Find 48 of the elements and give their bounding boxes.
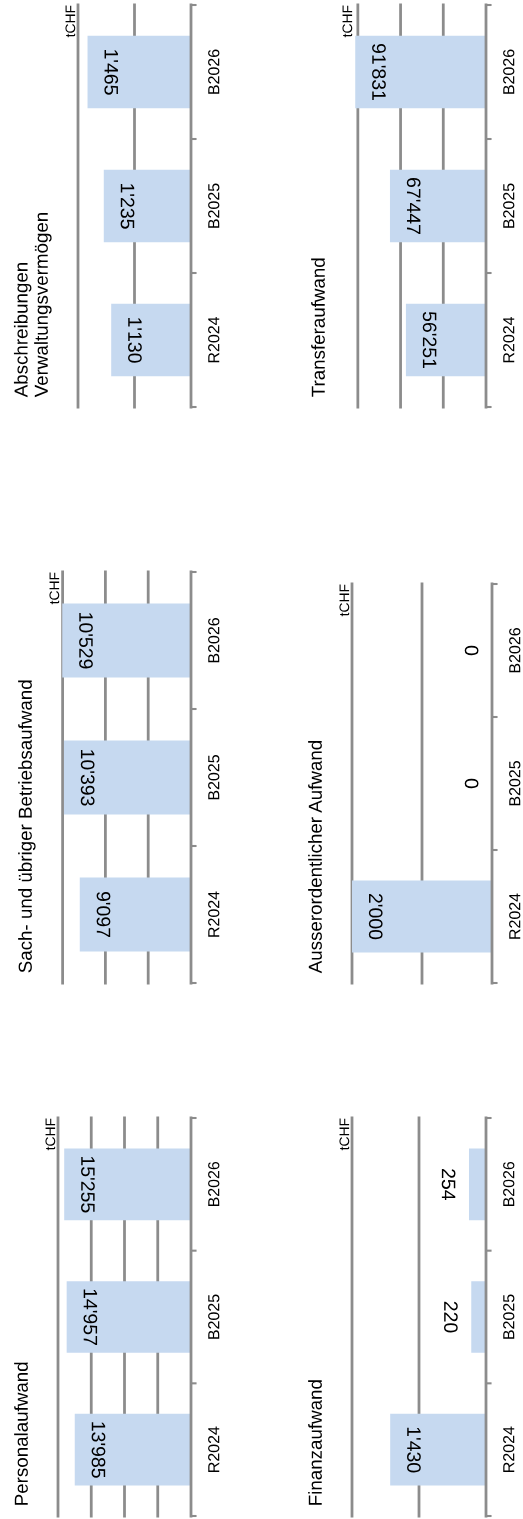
y-tick-label: R2024 (509, 893, 521, 939)
text: tCHF (339, 584, 350, 617)
data-label: 1'130 (128, 318, 142, 363)
y-tick-label: R2024 (208, 891, 220, 937)
text: tCHF (339, 1118, 350, 1151)
data-label: 14'957 (83, 1289, 98, 1345)
data-label: 13'985 (91, 1422, 106, 1478)
data-label: 1'235 (120, 184, 135, 229)
y-tick-label: B2025 (208, 183, 220, 228)
y-tick-label: B2025 (503, 183, 515, 228)
data-label: 254 (441, 1169, 456, 1200)
text: Transferaufwand (311, 258, 325, 397)
data-label: 1'465 (104, 50, 119, 95)
y-tick-label: B2026 (208, 1161, 220, 1207)
text: tCHF (342, 5, 353, 38)
y-tick-label: B2026 (503, 49, 515, 94)
data-label: 10'529 (79, 613, 93, 669)
data-label: 0 (464, 645, 479, 656)
y-tick-label: R2024 (503, 316, 515, 363)
data-label: 1'430 (407, 1427, 421, 1473)
y-tick-label: B2025 (208, 1294, 220, 1339)
text: Ausserordentlicher Aufwand (308, 741, 322, 974)
y-tick-label: R2024 (503, 1426, 515, 1472)
data-label: 91'831 (372, 44, 386, 100)
y-tick-label: B2025 (509, 761, 521, 806)
data-label: 10'393 (80, 750, 95, 806)
y-tick-label: B2025 (208, 755, 220, 800)
data-label: 9'097 (96, 891, 111, 938)
text: Finanzaufwand (308, 1380, 322, 1505)
text: tCHF (45, 1118, 56, 1151)
text: Sach- und übriger Betriebsaufwand (18, 680, 36, 973)
data-label: 220 (443, 1301, 458, 1333)
y-tick-label: B2026 (208, 49, 220, 94)
y-tick-label: R2024 (208, 316, 220, 363)
y-tick-label: B2026 (208, 618, 220, 663)
data-label: 0 (464, 778, 479, 789)
data-label: 67'447 (406, 178, 421, 234)
data-label: 56'251 (422, 311, 437, 368)
y-tick-label: B2025 (503, 1294, 515, 1339)
text: Abschreibungen Verwaltungsvermögen (13, 212, 52, 398)
data-label: 15'255 (81, 1156, 95, 1213)
data-label: 2'000 (368, 894, 383, 940)
y-tick-label: B2026 (509, 628, 521, 673)
text: tCHF (65, 5, 76, 38)
y-tick-label: R2024 (208, 1426, 220, 1472)
text: Personalaufwand (14, 1362, 28, 1505)
y-tick-label: B2026 (503, 1161, 515, 1207)
text: tCHF (49, 572, 60, 605)
